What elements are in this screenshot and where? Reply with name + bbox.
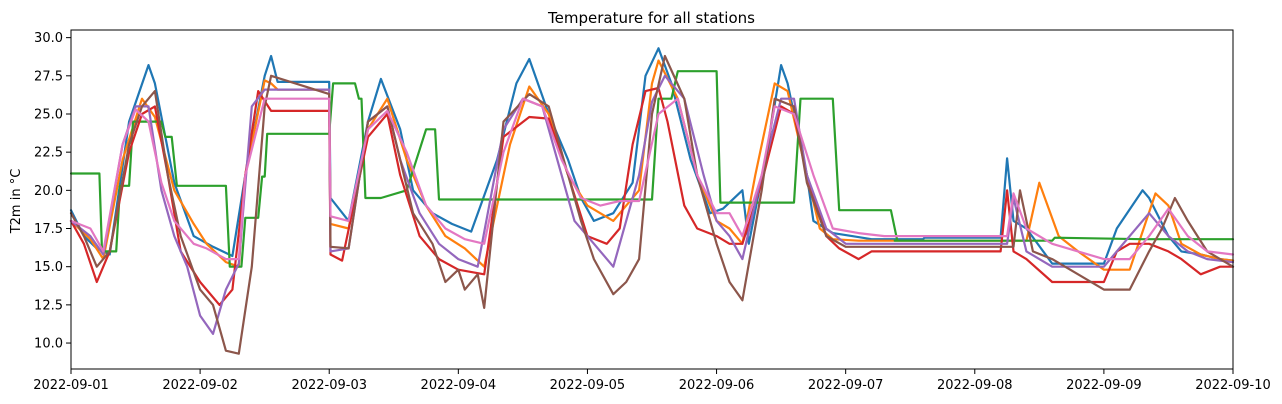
y-axis-label: T2m in °C xyxy=(9,169,24,235)
x-tick-label: 2022-09-06 xyxy=(679,378,755,393)
series-line-6 xyxy=(69,54,1235,355)
chart-title: Temperature for all stations xyxy=(547,9,755,27)
x-tick-label: 2022-09-02 xyxy=(162,378,238,393)
plot-series-group xyxy=(69,47,1235,355)
series-line-7 xyxy=(69,97,1235,261)
x-tick-label: 2022-09-10 xyxy=(1195,378,1271,393)
y-tick-label: 25.0 xyxy=(34,107,63,122)
x-tick-label: 2022-09-08 xyxy=(937,378,1013,393)
y-tick-label: 27.5 xyxy=(34,69,63,84)
x-tick-label: 2022-09-04 xyxy=(421,378,497,393)
y-tick-label: 12.5 xyxy=(34,298,63,313)
x-tick-label: 2022-09-01 xyxy=(33,378,109,393)
series-line-5 xyxy=(69,74,1235,335)
x-tick-label: 2022-09-09 xyxy=(1066,378,1142,393)
y-tick-label: 15.0 xyxy=(34,260,63,275)
series-line-4 xyxy=(69,86,1235,306)
y-axis-ticks: 10.0 12.5 15.0 17.5 20.0 22.5 25.0 27.5 30.0 xyxy=(34,31,71,352)
y-tick-label: 22.5 xyxy=(34,146,63,161)
y-tick-label: 17.5 xyxy=(34,222,63,237)
y-tick-label: 10.0 xyxy=(34,337,63,352)
y-tick-label: 30.0 xyxy=(34,31,63,46)
x-tick-label: 2022-09-07 xyxy=(808,378,884,393)
x-tick-label: 2022-09-05 xyxy=(550,378,626,393)
plot-frame xyxy=(70,29,1234,370)
x-axis-ticks: 2022-09-01 2022-09-02 2022-09-03 2022-09-04… xyxy=(33,369,1271,393)
x-tick-label: 2022-09-03 xyxy=(291,378,367,393)
y-tick-label: 20.0 xyxy=(34,184,63,199)
